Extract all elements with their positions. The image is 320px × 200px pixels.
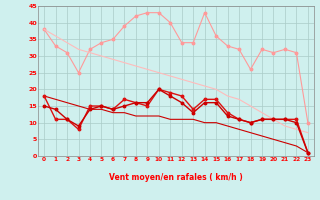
X-axis label: Vent moyen/en rafales ( km/h ): Vent moyen/en rafales ( km/h ) <box>109 174 243 182</box>
